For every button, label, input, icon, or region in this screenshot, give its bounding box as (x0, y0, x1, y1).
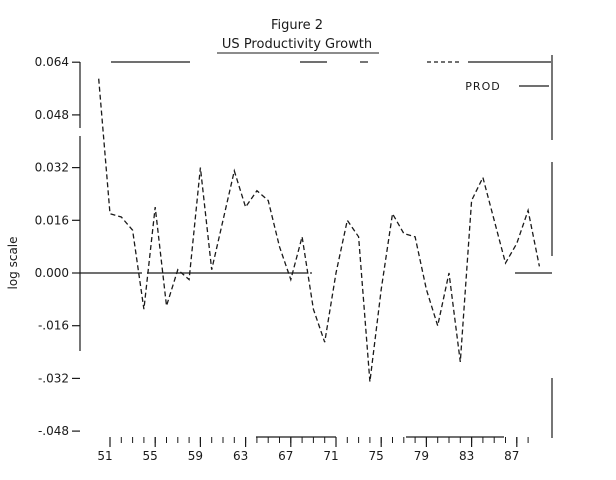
y-tick-label: -.016 (38, 319, 69, 333)
data-series (98, 78, 541, 382)
figure-number: Figure 2 (271, 18, 323, 33)
x-tick-label: 59 (188, 449, 203, 463)
legend-label: PROD (465, 80, 500, 93)
chart-title: US Productivity Growth (222, 37, 372, 52)
y-axis: 0.064 0.048 0.032 0.016 0.000 -.016 -.032 -.048 (35, 55, 80, 438)
legend: PROD (465, 80, 549, 93)
x-tick-label: 79 (414, 449, 429, 463)
x-axis: 51 55 59 63 67 71 75 79 83 87 (97, 437, 529, 463)
y-tick-label: -.032 (38, 371, 69, 385)
y-axis-title: log scale (6, 236, 20, 289)
plot-frame (79, 55, 553, 438)
y-tick-label: 0.032 (35, 161, 69, 175)
x-tick-label: 75 (369, 449, 384, 463)
x-tick-label: 63 (233, 449, 248, 463)
x-tick-label: 83 (459, 449, 474, 463)
y-tick-label: -.048 (38, 424, 69, 438)
x-tick-label: 87 (504, 449, 519, 463)
y-tick-label: 0.048 (35, 108, 69, 122)
y-tick-label: 0.016 (35, 213, 69, 227)
x-tick-label: 71 (323, 449, 338, 463)
x-tick-label: 55 (143, 449, 158, 463)
x-tick-label: 67 (278, 449, 293, 463)
x-tick-label: 51 (97, 449, 112, 463)
prod-line (98, 78, 541, 382)
y-tick-label: 0.064 (35, 55, 69, 69)
y-tick-label: 0.000 (35, 266, 69, 280)
